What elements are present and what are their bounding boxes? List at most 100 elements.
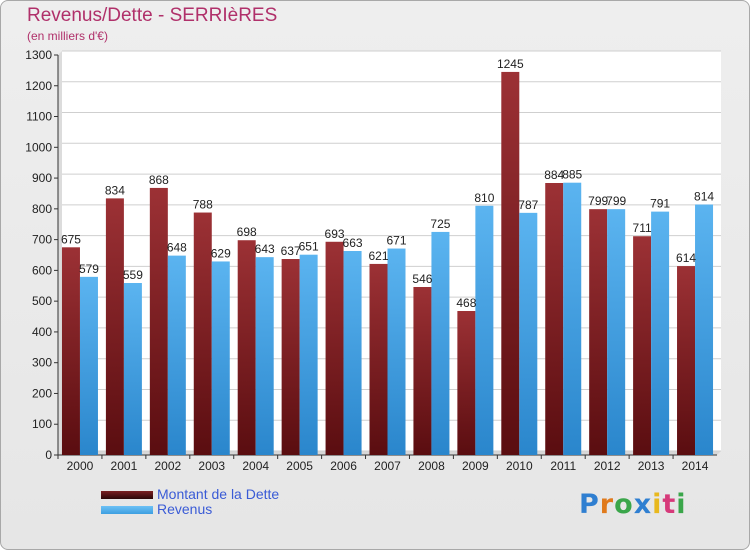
data-label-debt: 799 xyxy=(588,194,608,208)
data-label-revenue: 814 xyxy=(694,190,714,204)
bar-debt xyxy=(193,212,212,455)
data-label-revenue: 799 xyxy=(606,194,626,208)
x-tick-label: 2005 xyxy=(286,459,313,473)
x-tick-label: 2014 xyxy=(682,459,709,473)
y-tick-label: 900 xyxy=(32,171,52,185)
x-tick-label: 2011 xyxy=(550,459,576,473)
data-label-revenue: 787 xyxy=(518,198,538,212)
logo-letter: i xyxy=(652,489,663,520)
bar-revenue xyxy=(695,204,714,455)
bar-debt xyxy=(369,263,388,455)
bar-revenue xyxy=(475,205,494,455)
data-label-revenue: 651 xyxy=(299,240,319,254)
logo-letter: i xyxy=(676,489,687,520)
y-tick-label: 0 xyxy=(45,448,52,462)
bar-revenue xyxy=(79,276,98,455)
data-label-revenue: 629 xyxy=(211,246,231,260)
data-label-debt: 675 xyxy=(61,232,81,246)
data-label-debt: 614 xyxy=(676,251,696,265)
data-label-revenue: 643 xyxy=(255,242,275,256)
data-label-debt: 1245 xyxy=(497,57,524,71)
x-tick-label: 2007 xyxy=(374,459,401,473)
y-tick-label: 700 xyxy=(32,233,52,247)
bar-revenue xyxy=(431,231,450,455)
bar-revenue xyxy=(167,255,186,455)
data-label-debt: 637 xyxy=(281,244,301,258)
legend-label-debt: Montant de la Dette xyxy=(157,486,280,502)
bar-debt xyxy=(589,209,608,455)
y-tick-label: 100 xyxy=(32,417,52,431)
data-label-debt: 884 xyxy=(544,168,564,182)
bar-revenue xyxy=(211,261,230,455)
bar-revenue xyxy=(607,209,626,455)
legend-label-revenue: Revenus xyxy=(157,501,213,517)
x-tick-label: 2004 xyxy=(242,459,269,473)
x-tick-label: 2012 xyxy=(594,459,621,473)
y-tick-label: 300 xyxy=(32,356,52,370)
y-tick-label: 1000 xyxy=(25,140,52,154)
logo-letter: x xyxy=(633,489,653,520)
data-label-debt: 546 xyxy=(412,272,432,286)
bar-revenue xyxy=(519,212,538,455)
x-tick-label: 2010 xyxy=(506,459,533,473)
x-tick-label: 2006 xyxy=(330,459,357,473)
data-label-debt: 693 xyxy=(325,227,345,241)
bar-revenue xyxy=(651,211,670,455)
chart-subtitle: (en milliers d'€) xyxy=(27,29,108,43)
x-tick-label: 2003 xyxy=(198,459,225,473)
logo-letter: o xyxy=(614,489,634,520)
bar-debt xyxy=(61,247,80,455)
y-tick-label: 200 xyxy=(32,386,52,400)
data-label-debt: 788 xyxy=(193,198,213,212)
bar-debt xyxy=(413,287,432,455)
bar-revenue xyxy=(387,248,406,455)
legend-swatch-revenue xyxy=(101,506,153,514)
bar-debt xyxy=(633,236,652,455)
chart-title: Revenus/Dette - SERRIèRES xyxy=(27,5,278,26)
logo-letter: t xyxy=(662,489,677,520)
logo-letter: r xyxy=(599,489,615,520)
x-tick-label: 2009 xyxy=(462,459,489,473)
x-tick-label: 2013 xyxy=(638,459,665,473)
data-label-revenue: 791 xyxy=(650,197,670,211)
bar-revenue xyxy=(343,251,362,455)
data-label-revenue: 725 xyxy=(430,217,450,231)
bar-revenue xyxy=(255,257,274,455)
data-label-debt: 698 xyxy=(237,225,257,239)
logo-letter: P xyxy=(579,489,600,520)
y-tick-label: 800 xyxy=(32,202,52,216)
data-label-revenue: 663 xyxy=(343,236,363,250)
x-tick-label: 2001 xyxy=(111,459,138,473)
bar-revenue xyxy=(123,283,142,455)
bar-debt xyxy=(677,266,696,455)
y-tick-label: 600 xyxy=(32,263,52,277)
x-tick-label: 2000 xyxy=(67,459,94,473)
y-tick-label: 400 xyxy=(32,325,52,339)
x-tick-label: 2008 xyxy=(418,459,445,473)
y-tick-label: 1300 xyxy=(25,48,52,62)
bar-debt xyxy=(105,198,124,455)
bar-debt xyxy=(325,241,344,455)
legend-swatch-debt xyxy=(101,491,153,499)
data-label-revenue: 559 xyxy=(123,268,143,282)
bar-debt xyxy=(281,259,300,455)
y-tick-label: 1200 xyxy=(25,79,52,93)
bar-debt xyxy=(545,183,564,455)
data-label-revenue: 810 xyxy=(474,191,494,205)
plot-side-wall xyxy=(58,51,62,455)
bar-revenue xyxy=(563,182,582,455)
x-tick-label: 2002 xyxy=(154,459,181,473)
proxiti-logo: Proxiti xyxy=(579,489,687,520)
data-label-revenue: 885 xyxy=(562,168,582,182)
data-label-debt: 621 xyxy=(368,249,388,263)
data-label-revenue: 648 xyxy=(167,241,187,255)
bar-debt xyxy=(501,71,520,455)
y-tick-label: 1100 xyxy=(26,110,52,124)
bar-debt xyxy=(457,311,476,455)
bar-debt xyxy=(237,240,256,455)
y-tick-label: 500 xyxy=(32,294,52,308)
bar-revenue xyxy=(299,254,318,455)
bar-debt xyxy=(149,187,168,455)
